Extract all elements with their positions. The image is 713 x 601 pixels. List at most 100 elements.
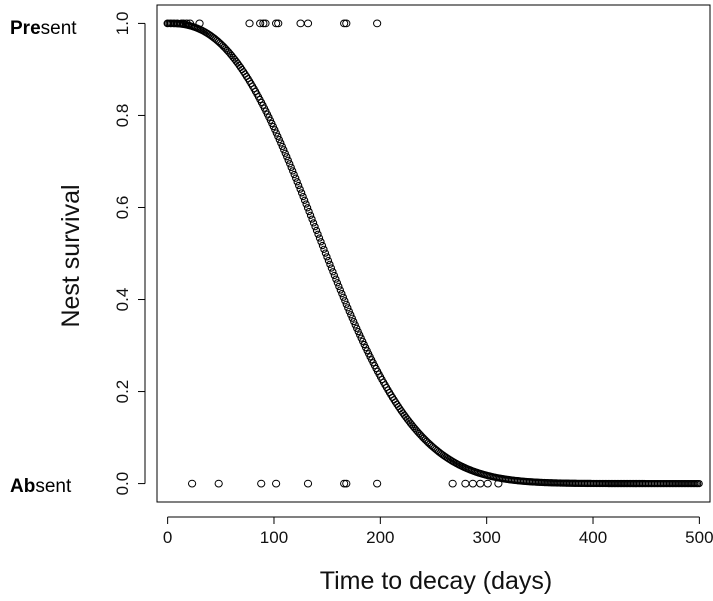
observation-points	[163, 19, 503, 488]
curve-point	[277, 139, 285, 147]
curve-point	[283, 153, 291, 161]
curve-point	[354, 327, 362, 336]
curve-point	[344, 304, 352, 312]
observation-point	[303, 479, 313, 488]
y-tick-label: 0.2	[113, 380, 132, 404]
x-tick-label: 100	[260, 528, 288, 547]
curve-point	[302, 200, 310, 208]
curve-point	[292, 174, 300, 182]
observation-point	[342, 19, 351, 28]
observation-point	[163, 19, 172, 28]
observation-point	[448, 479, 457, 488]
curve-point	[327, 264, 336, 272]
curve-point	[329, 268, 337, 276]
curve-point	[274, 132, 282, 140]
curve-point	[287, 163, 295, 172]
curve-point	[281, 149, 289, 157]
y-tick-label: 0.8	[113, 104, 132, 128]
curve-point	[323, 253, 331, 261]
observation-point	[166, 19, 175, 28]
curve-point	[347, 311, 355, 319]
curve-point	[272, 129, 280, 137]
observation-point	[179, 19, 188, 28]
curve-point	[314, 230, 322, 238]
present-label: Present	[10, 18, 77, 39]
curve-point	[311, 223, 319, 231]
observation-point	[261, 19, 270, 28]
curve-point	[339, 293, 347, 301]
curve-point	[350, 317, 358, 326]
curve-point	[320, 245, 328, 253]
x-tick-label: 500	[685, 528, 713, 547]
x-tick-label: 400	[579, 528, 607, 547]
absent-label: Absent	[10, 476, 72, 497]
curve-point	[695, 479, 703, 488]
observation-point	[303, 19, 313, 28]
curve-point	[296, 185, 304, 193]
curve-point	[332, 275, 340, 283]
curve-point	[318, 241, 327, 250]
x-tick-label: 0	[163, 528, 172, 547]
curve-point	[300, 196, 309, 204]
curve-point	[305, 207, 313, 216]
observation-point	[373, 479, 382, 488]
curve-point	[289, 167, 297, 175]
x-tick-label: 200	[366, 528, 394, 547]
observation-point	[272, 479, 281, 488]
observation-point	[494, 479, 503, 488]
curve-point	[338, 290, 346, 298]
observation-point	[256, 19, 265, 28]
observation-point	[195, 19, 204, 28]
curve-point	[353, 324, 361, 332]
curve-point	[308, 215, 316, 223]
curve-point	[312, 226, 321, 235]
curve-point	[309, 219, 318, 227]
curve-point	[317, 238, 325, 246]
y-axis-title: Nest survival	[57, 184, 85, 327]
curve-point	[293, 178, 301, 186]
curve-point	[297, 189, 306, 197]
curve-point	[324, 256, 333, 265]
curve-point	[294, 181, 303, 190]
observation-point	[214, 479, 223, 488]
observation-point	[274, 19, 283, 28]
observation-point	[245, 19, 254, 28]
curve-point	[345, 307, 353, 315]
curve-point	[290, 170, 298, 179]
x-tick-label: 300	[472, 528, 500, 547]
observation-point	[373, 19, 382, 28]
observation-point	[257, 479, 266, 488]
curve-point	[284, 156, 292, 164]
observation-point	[342, 479, 351, 488]
curve-point	[336, 286, 344, 294]
curve-point	[348, 314, 356, 322]
curve-point	[326, 260, 334, 268]
x-axis-title: Time to decay (days)	[320, 567, 552, 595]
curve-point	[321, 249, 330, 257]
observation-point	[185, 19, 195, 28]
plot-frame	[156, 4, 711, 503]
y-tick-label: 1.0	[113, 12, 132, 36]
curve-point	[315, 234, 324, 242]
observation-point	[461, 479, 470, 488]
survival-curve	[163, 19, 703, 488]
y-tick-label: 0.4	[113, 288, 132, 312]
observation-point	[483, 479, 492, 488]
curve-point	[278, 142, 286, 151]
curve-point	[275, 136, 283, 144]
curve-point	[335, 282, 343, 291]
curve-point	[280, 146, 288, 154]
curve-point	[341, 297, 349, 305]
observation-point	[187, 479, 197, 488]
y-axis: 0.0 0.2 0.4 0.6 0.8 1.0	[113, 12, 146, 495]
curve-point	[342, 300, 350, 308]
observation-point	[476, 479, 485, 488]
curve-point	[299, 192, 307, 201]
y-tick-label: 0.6	[113, 196, 132, 220]
curve-point	[333, 279, 342, 287]
observation-point	[296, 19, 305, 28]
curve-point	[351, 321, 359, 329]
observation-point	[173, 19, 182, 28]
curve-point	[330, 271, 339, 280]
